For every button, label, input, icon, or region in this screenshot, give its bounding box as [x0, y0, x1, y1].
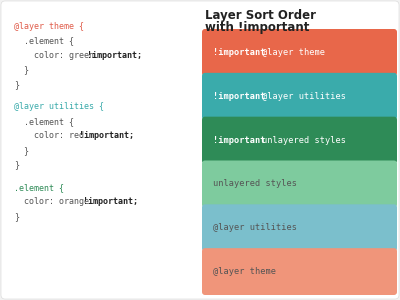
Text: @layer theme {: @layer theme { [14, 22, 84, 31]
Text: }: } [14, 160, 19, 169]
Text: color: green: color: green [14, 51, 99, 60]
Text: .element {: .element { [14, 117, 74, 126]
Text: !important;: !important; [88, 51, 142, 60]
Text: unlayered styles: unlayered styles [213, 179, 297, 188]
FancyBboxPatch shape [202, 29, 397, 76]
FancyBboxPatch shape [202, 73, 397, 120]
Text: !important;: !important; [83, 197, 138, 206]
Text: color: red: color: red [14, 131, 89, 140]
Text: @layer theme: @layer theme [262, 48, 325, 57]
Text: }: } [14, 212, 19, 221]
Text: !important;: !important; [79, 131, 134, 140]
Text: .element {: .element { [14, 37, 74, 46]
FancyBboxPatch shape [202, 204, 397, 251]
FancyBboxPatch shape [202, 160, 397, 207]
Text: !important: !important [213, 136, 266, 145]
Text: }: } [14, 65, 29, 74]
Text: }: } [14, 80, 19, 89]
Text: @layer utilities {: @layer utilities { [14, 103, 104, 112]
Text: !important: !important [213, 48, 266, 57]
FancyBboxPatch shape [202, 248, 397, 295]
Text: @layer utilities: @layer utilities [262, 92, 346, 101]
FancyBboxPatch shape [202, 117, 397, 164]
Text: @layer utilities: @layer utilities [213, 223, 297, 232]
Text: !important: !important [213, 92, 266, 101]
Text: @layer theme: @layer theme [213, 267, 276, 276]
Text: color: orange: color: orange [14, 197, 94, 206]
Text: Layer Sort Order: Layer Sort Order [205, 9, 316, 22]
Text: with !important: with !important [205, 21, 309, 34]
Text: .element {: .element { [14, 183, 64, 192]
Text: unlayered styles: unlayered styles [262, 136, 346, 145]
Text: }: } [14, 146, 29, 155]
